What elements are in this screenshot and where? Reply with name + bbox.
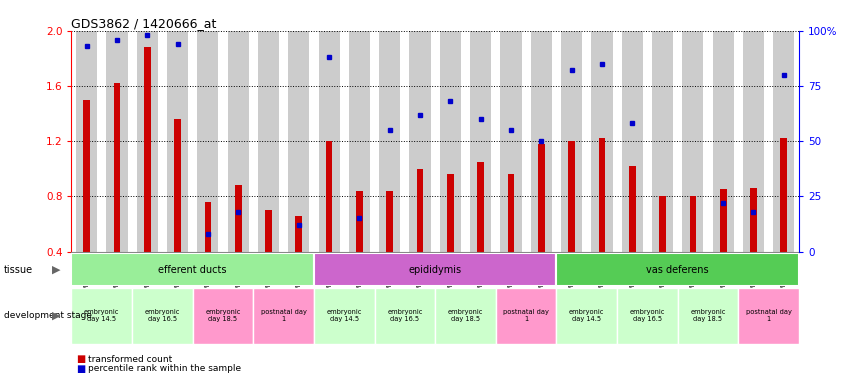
Bar <box>228 31 249 252</box>
Bar <box>743 31 764 252</box>
Bar <box>652 31 673 252</box>
Text: postnatal day
1: postnatal day 1 <box>746 310 791 322</box>
Bar <box>374 288 435 344</box>
Bar <box>470 31 491 252</box>
Text: embryonic
day 14.5: embryonic day 14.5 <box>84 310 119 322</box>
Bar <box>258 31 279 252</box>
Bar <box>71 253 314 286</box>
Bar <box>114 83 120 252</box>
Bar <box>557 253 799 286</box>
Text: ▶: ▶ <box>52 311 61 321</box>
Bar <box>198 31 219 252</box>
Bar <box>132 288 193 344</box>
Bar <box>253 288 314 344</box>
Text: ▶: ▶ <box>52 265 61 275</box>
Bar <box>780 138 787 252</box>
Bar <box>773 31 795 252</box>
Bar <box>410 31 431 252</box>
Text: postnatal day
1: postnatal day 1 <box>261 310 307 322</box>
Text: transformed count: transformed count <box>88 354 172 364</box>
Bar <box>174 119 181 252</box>
Bar <box>204 202 211 252</box>
Bar <box>314 288 374 344</box>
Bar <box>435 288 496 344</box>
Bar <box>144 47 151 252</box>
Bar <box>386 191 393 252</box>
Bar <box>508 174 515 252</box>
Bar <box>621 31 643 252</box>
Text: embryonic
day 18.5: embryonic day 18.5 <box>690 310 726 322</box>
Text: epididymis: epididymis <box>409 265 462 275</box>
Bar <box>531 31 552 252</box>
Bar <box>478 162 484 252</box>
Text: embryonic
day 18.5: embryonic day 18.5 <box>448 310 484 322</box>
Text: postnatal day
1: postnatal day 1 <box>503 310 549 322</box>
Bar <box>193 288 253 344</box>
Text: embryonic
day 18.5: embryonic day 18.5 <box>205 310 241 322</box>
Text: ■: ■ <box>76 354 85 364</box>
Text: ■: ■ <box>76 364 85 374</box>
Bar <box>288 31 309 252</box>
Bar <box>314 253 557 286</box>
Text: GDS3862 / 1420666_at: GDS3862 / 1420666_at <box>71 17 217 30</box>
Bar <box>235 185 241 252</box>
Text: embryonic
day 16.5: embryonic day 16.5 <box>387 310 422 322</box>
Bar <box>678 288 738 344</box>
Bar <box>167 31 188 252</box>
Bar <box>356 191 362 252</box>
Text: embryonic
day 16.5: embryonic day 16.5 <box>630 310 665 322</box>
Bar <box>712 31 734 252</box>
Bar <box>720 189 727 252</box>
Bar <box>325 141 332 252</box>
Bar <box>447 174 453 252</box>
Bar <box>136 31 158 252</box>
Bar <box>617 288 678 344</box>
Bar <box>76 31 98 252</box>
Text: efferent ducts: efferent ducts <box>158 265 227 275</box>
Bar <box>349 31 370 252</box>
Bar <box>106 31 128 252</box>
Bar <box>440 31 461 252</box>
Bar <box>379 31 400 252</box>
Text: embryonic
day 14.5: embryonic day 14.5 <box>569 310 605 322</box>
Bar <box>599 138 606 252</box>
Bar <box>265 210 272 252</box>
Bar <box>83 100 90 252</box>
Text: tissue: tissue <box>4 265 34 275</box>
Bar <box>561 31 582 252</box>
Bar <box>538 144 545 252</box>
Bar <box>569 141 575 252</box>
Text: development stage: development stage <box>4 311 93 320</box>
Text: vas deferens: vas deferens <box>647 265 709 275</box>
Text: embryonic
day 16.5: embryonic day 16.5 <box>145 310 180 322</box>
Bar <box>738 288 799 344</box>
Bar <box>690 196 696 252</box>
Bar <box>659 196 666 252</box>
Text: embryonic
day 14.5: embryonic day 14.5 <box>326 310 362 322</box>
Bar <box>750 188 757 252</box>
Bar <box>500 31 521 252</box>
Text: percentile rank within the sample: percentile rank within the sample <box>88 364 241 373</box>
Bar <box>319 31 340 252</box>
Bar <box>417 169 423 252</box>
Bar <box>71 288 132 344</box>
Bar <box>682 31 703 252</box>
Bar <box>557 288 617 344</box>
Bar <box>591 31 612 252</box>
Bar <box>295 216 302 252</box>
Bar <box>629 166 636 252</box>
Bar <box>496 288 557 344</box>
